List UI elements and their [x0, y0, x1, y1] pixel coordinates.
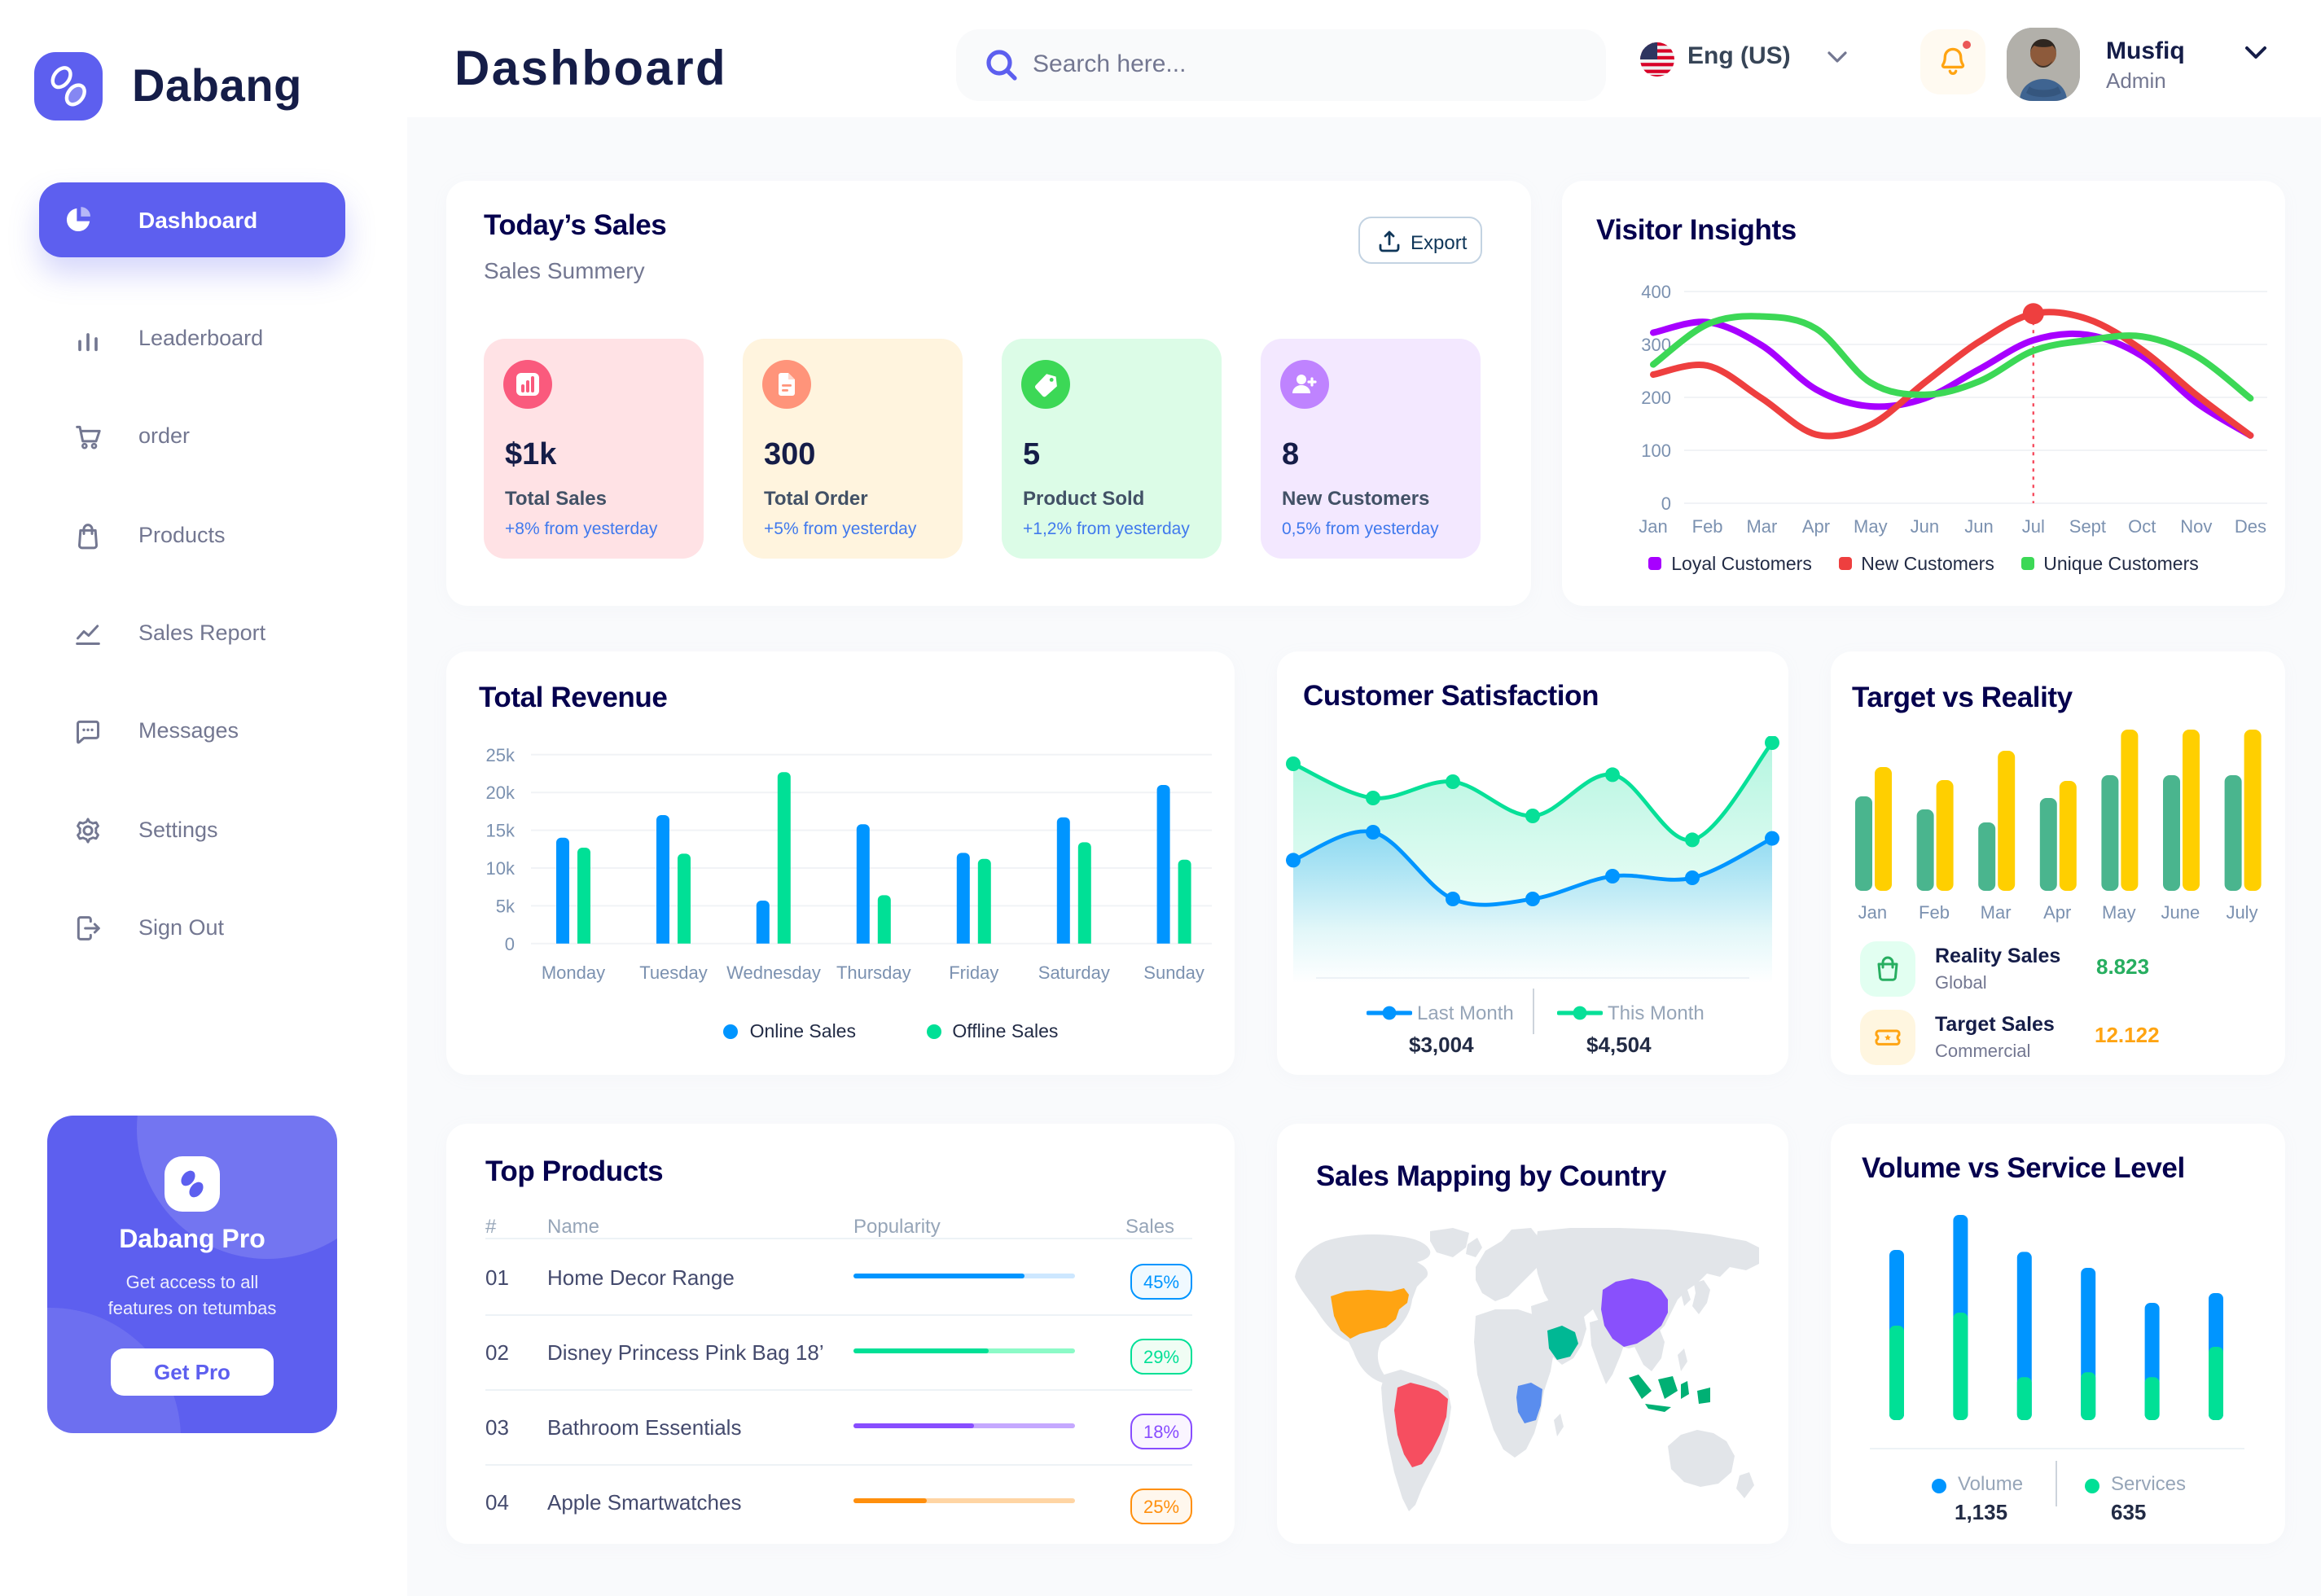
svg-text:Mar: Mar [1746, 516, 1777, 537]
svg-text:Jul: Jul [2022, 516, 2045, 537]
svg-text:Tuesday: Tuesday [639, 962, 708, 983]
svg-text:200: 200 [1641, 388, 1671, 408]
svg-text:Des: Des [2235, 516, 2266, 537]
svg-text:Saturday: Saturday [1038, 962, 1110, 983]
svg-text:Jun: Jun [1911, 516, 1939, 537]
svg-text:Apr: Apr [2043, 902, 2071, 923]
svg-text:Sept: Sept [2069, 516, 2106, 537]
svg-text:Nov: Nov [2180, 516, 2212, 537]
svg-text:400: 400 [1641, 282, 1671, 302]
svg-text:Sunday: Sunday [1143, 962, 1204, 983]
svg-text:25k: 25k [486, 745, 516, 765]
svg-text:Friday: Friday [949, 962, 998, 983]
svg-text:May: May [1854, 516, 1888, 537]
svg-text:Jan: Jan [1639, 516, 1667, 537]
svg-text:Monday: Monday [542, 962, 605, 983]
svg-text:Feb: Feb [1919, 902, 1950, 923]
svg-text:Thursday: Thursday [836, 962, 911, 983]
svg-text:June: June [2161, 902, 2200, 923]
svg-text:Apr: Apr [1802, 516, 1830, 537]
svg-text:Mar: Mar [1981, 902, 2012, 923]
svg-text:Wednesday: Wednesday [726, 962, 821, 983]
svg-text:Feb: Feb [1692, 516, 1723, 537]
svg-text:5k: 5k [496, 896, 516, 916]
svg-text:20k: 20k [486, 783, 516, 803]
svg-text:May: May [2102, 902, 2136, 923]
svg-text:Jun: Jun [1964, 516, 1993, 537]
svg-text:0: 0 [505, 934, 515, 954]
svg-text:Oct: Oct [2128, 516, 2156, 537]
svg-text:Jan: Jan [1858, 902, 1887, 923]
svg-text:100: 100 [1641, 441, 1671, 461]
svg-text:July: July [2226, 902, 2257, 923]
svg-text:15k: 15k [486, 821, 516, 841]
svg-text:10k: 10k [486, 858, 516, 879]
svg-text:0: 0 [1661, 493, 1671, 514]
